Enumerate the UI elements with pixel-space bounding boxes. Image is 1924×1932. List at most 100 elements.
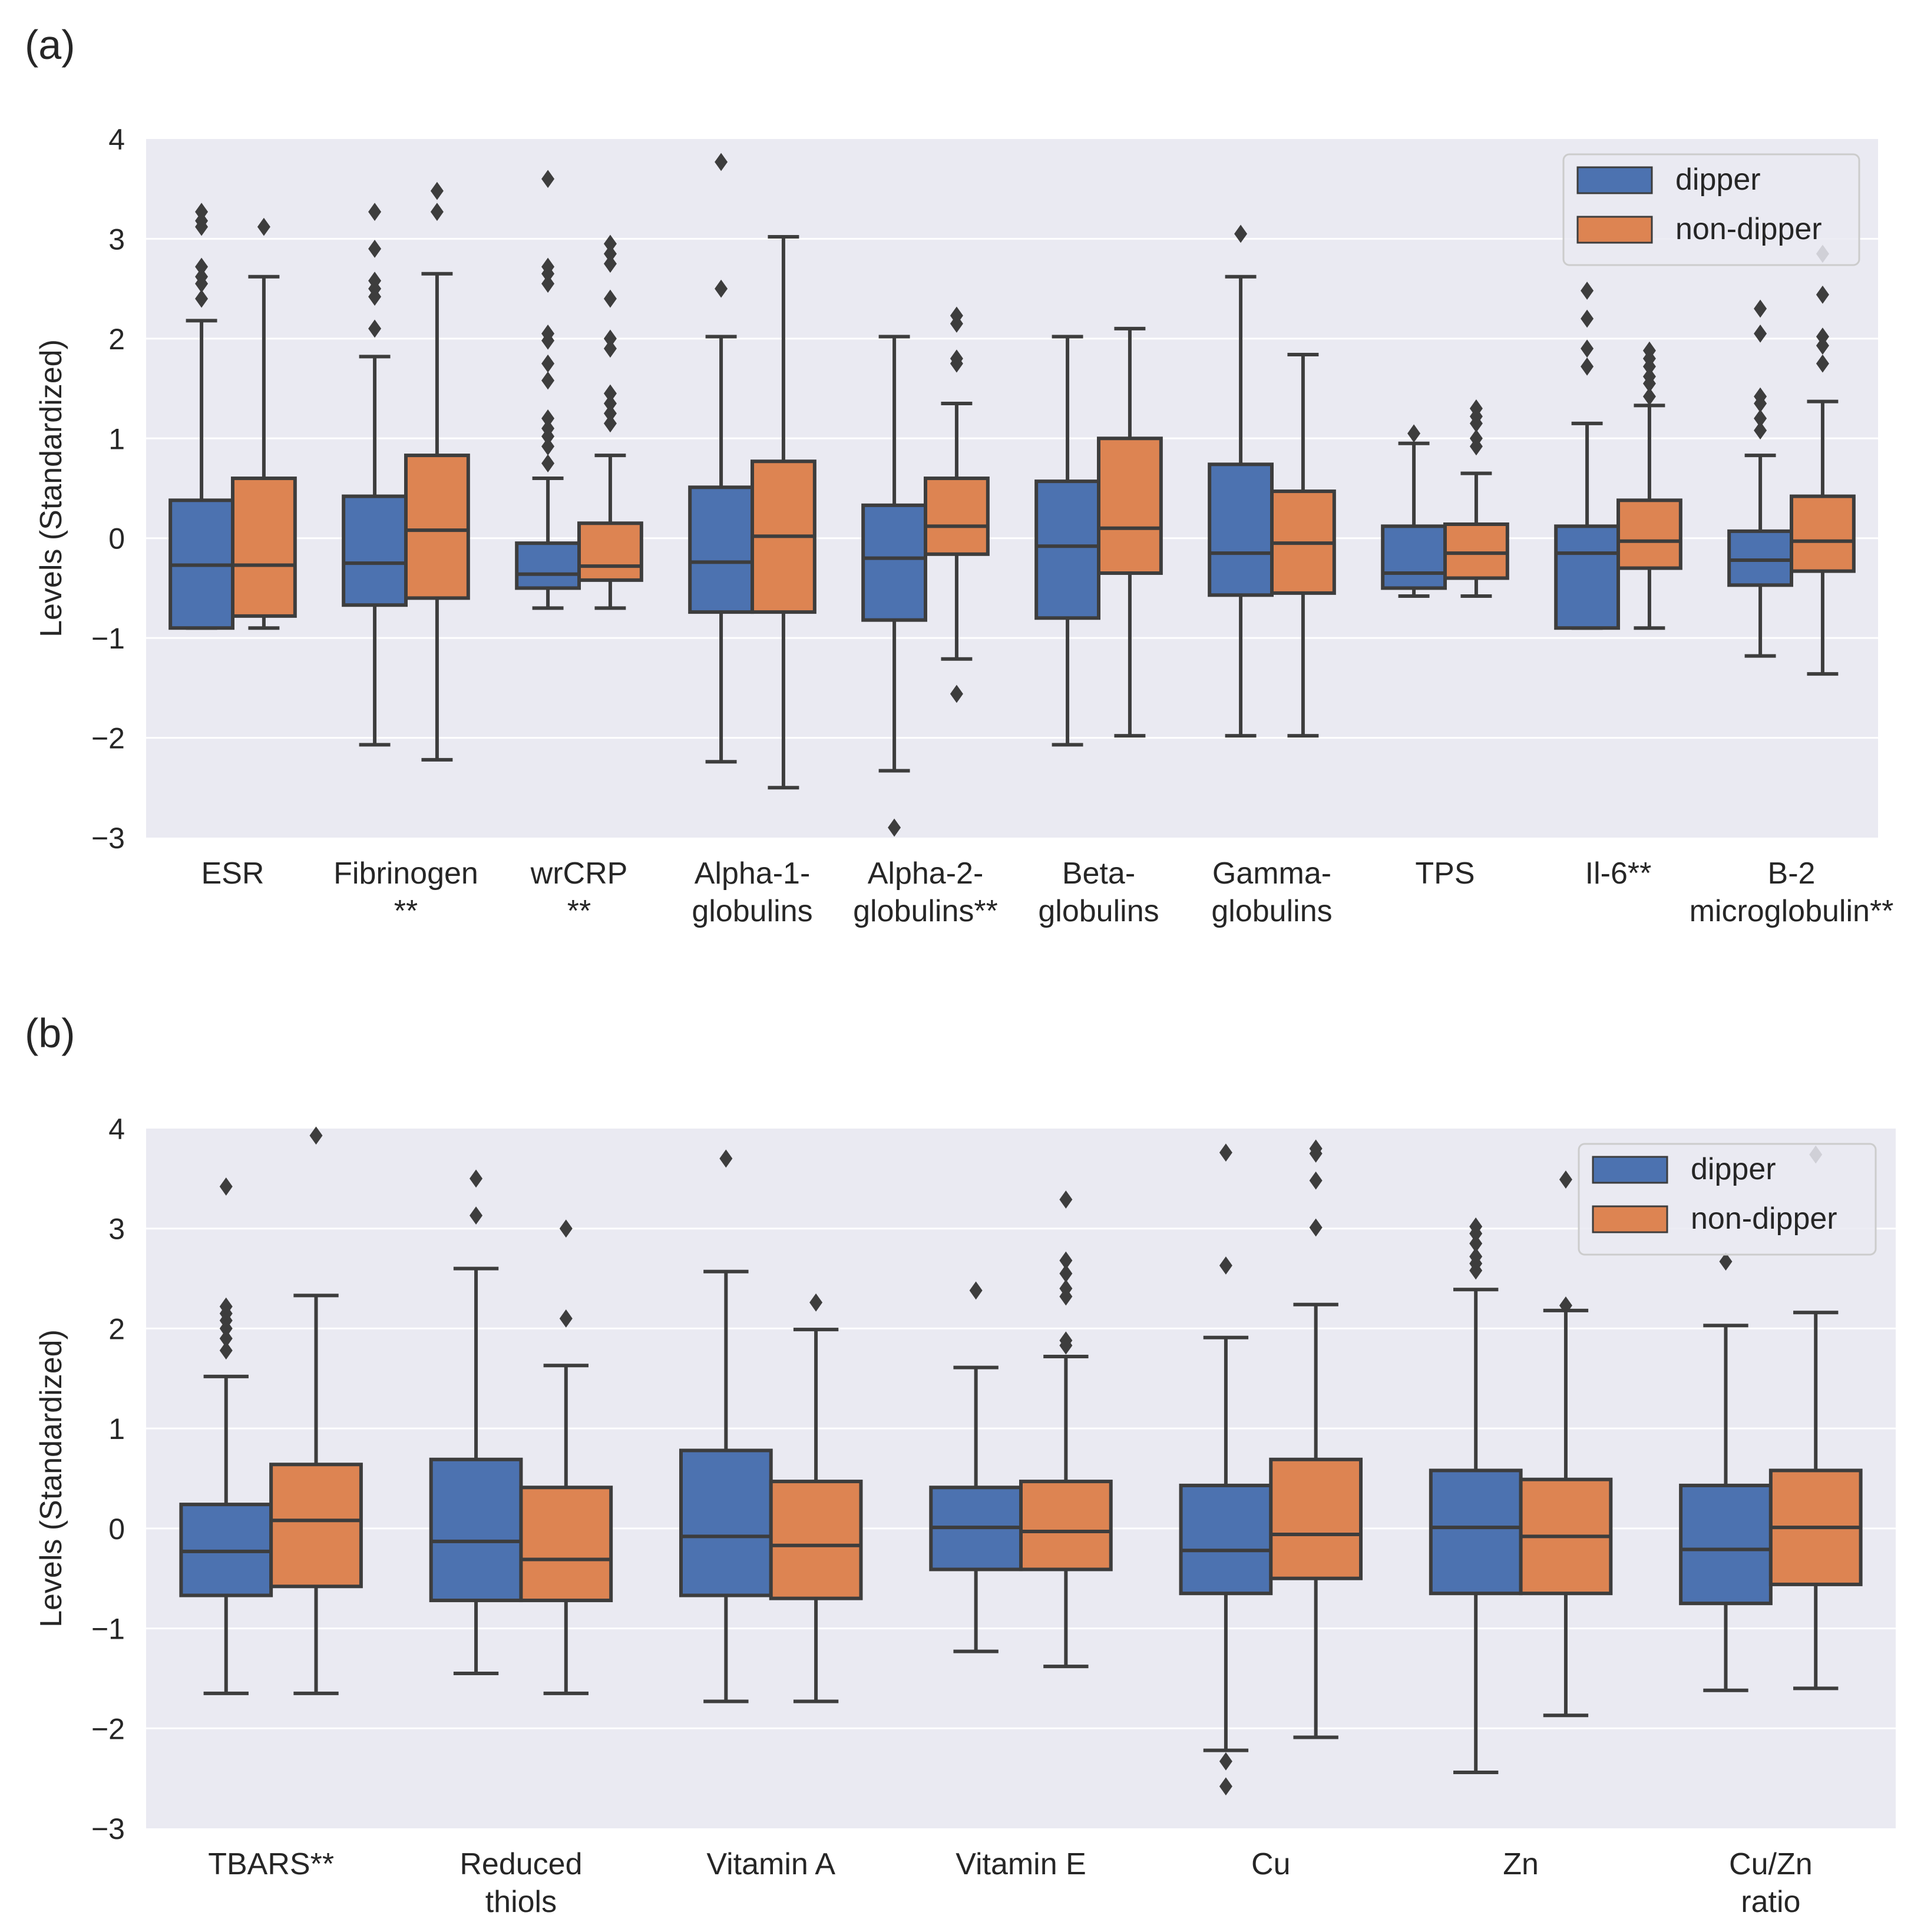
- outlier-point: [603, 414, 617, 433]
- legend-swatch: [1576, 166, 1653, 194]
- legend-label: non-dipper: [1691, 1202, 1837, 1236]
- outlier-point: [1719, 1252, 1733, 1271]
- box-dipper: [929, 1281, 1023, 1653]
- x-tick-label: Fibrinogen: [333, 856, 478, 891]
- outlier-point: [1059, 1336, 1073, 1355]
- panel-label: (a): [25, 22, 75, 68]
- x-tick-label: globulins**: [853, 894, 998, 928]
- outlier-point: [1469, 1224, 1483, 1243]
- box-dipper: [1179, 1143, 1273, 1796]
- y-tick-label: 2: [108, 323, 125, 356]
- outlier-point: [1059, 1287, 1073, 1306]
- outlier-point: [969, 1281, 983, 1300]
- x-tick-label: Cu/Zn: [1729, 1847, 1813, 1881]
- outlier-point: [541, 170, 555, 188]
- outlier-point: [1816, 354, 1829, 373]
- x-tick-label: ratio: [1741, 1885, 1800, 1919]
- box-non-dipper: [231, 217, 297, 630]
- outlier-point: [219, 1319, 233, 1338]
- legend-label: non-dipper: [1675, 212, 1822, 246]
- box-dipper: [168, 203, 234, 630]
- outlier-point: [1816, 336, 1829, 355]
- box-non-dipper: [1269, 1139, 1363, 1739]
- box-iqr: [1208, 462, 1274, 597]
- box-dipper: [1034, 335, 1101, 747]
- outlier-point: [1219, 1256, 1232, 1275]
- outlier-point: [1581, 357, 1594, 376]
- box-non-dipper: [1019, 1190, 1113, 1669]
- x-tick-label: globulins: [1211, 894, 1332, 928]
- box-non-dipper: [577, 234, 643, 610]
- outlier-point: [195, 289, 209, 308]
- outlier-point: [1581, 309, 1594, 328]
- outlier-point: [559, 1219, 573, 1238]
- box-non-dipper: [519, 1219, 613, 1695]
- legend-swatch: [1576, 216, 1653, 244]
- x-tick-label: **: [394, 894, 418, 928]
- outlier-point: [1559, 1170, 1572, 1189]
- outlier-point: [368, 319, 382, 338]
- y-tick-label: −3: [91, 822, 125, 855]
- outlier-point: [1219, 1752, 1232, 1771]
- outlier-point: [603, 339, 617, 358]
- outlier-point: [1581, 339, 1594, 358]
- outlier-point: [603, 404, 617, 423]
- x-tick-label: Cu: [1251, 1847, 1290, 1881]
- outlier-point: [541, 371, 555, 390]
- outlier-point: [541, 354, 555, 373]
- outlier-point: [1469, 1261, 1483, 1280]
- box-iqr: [679, 1448, 773, 1597]
- outlier-point: [219, 1177, 233, 1196]
- outlier-point: [950, 315, 963, 333]
- box-dipper: [342, 203, 408, 747]
- box-non-dipper: [1097, 326, 1163, 738]
- box-non-dipper: [269, 1126, 363, 1695]
- x-tick-label: Alpha-1-: [695, 856, 811, 891]
- box-iqr: [577, 521, 643, 582]
- box-iqr: [1679, 1483, 1773, 1606]
- chart-panel-b: (b) 4 3 2 1 0 −1 −2 −3 Levels (Standardized) TBARS…: [25, 1010, 1896, 1919]
- x-tick-label: wrCRP: [530, 856, 628, 891]
- outlier-point: [195, 257, 209, 276]
- x-tick-label: TBARS**: [208, 1847, 334, 1881]
- outlier-point: [1754, 409, 1767, 428]
- box-iqr: [769, 1480, 863, 1600]
- box-non-dipper: [924, 306, 990, 703]
- outlier-point: [1309, 1171, 1323, 1190]
- box-non-dipper: [404, 181, 470, 762]
- legend-label: dipper: [1691, 1152, 1776, 1186]
- outlier-point: [715, 279, 728, 298]
- y-axis-label: Levels (Standardized): [34, 1329, 68, 1627]
- x-tick-label: Vitamin A: [706, 1847, 835, 1881]
- legend: dipper non-dipper: [1578, 1143, 1877, 1256]
- box-iqr: [1179, 1483, 1273, 1596]
- box-iqr: [269, 1463, 363, 1589]
- y-tick-label: −2: [91, 722, 125, 755]
- box-iqr: [231, 477, 297, 618]
- box-iqr: [1616, 498, 1682, 570]
- x-tick-label: thiols: [485, 1885, 557, 1919]
- outlier-point: [1469, 414, 1483, 433]
- outlier-point: [559, 1309, 573, 1328]
- outlier-point: [541, 331, 555, 350]
- box-non-dipper: [751, 235, 816, 790]
- box-non-dipper: [1443, 399, 1509, 598]
- outlier-point: [1407, 424, 1421, 443]
- outlier-point: [1754, 394, 1767, 413]
- box-non-dipper: [1519, 1170, 1613, 1718]
- y-tick-label: −1: [91, 622, 125, 655]
- outlier-point: [1309, 1218, 1323, 1237]
- box-iqr: [1097, 436, 1163, 575]
- box-iqr: [688, 485, 755, 614]
- outlier-point: [1642, 387, 1656, 406]
- x-tick-label: globulins: [1038, 894, 1159, 928]
- legend-swatch: [1592, 1156, 1668, 1184]
- outlier-point: [1642, 357, 1656, 376]
- x-tick-label: **: [567, 894, 591, 928]
- x-tick-label: Vitamin E: [956, 1847, 1086, 1881]
- outlier-point: [219, 1329, 233, 1348]
- legend: dipper non-dipper: [1562, 153, 1860, 266]
- panel-label: (b): [25, 1010, 75, 1056]
- outlier-point: [1559, 1296, 1572, 1315]
